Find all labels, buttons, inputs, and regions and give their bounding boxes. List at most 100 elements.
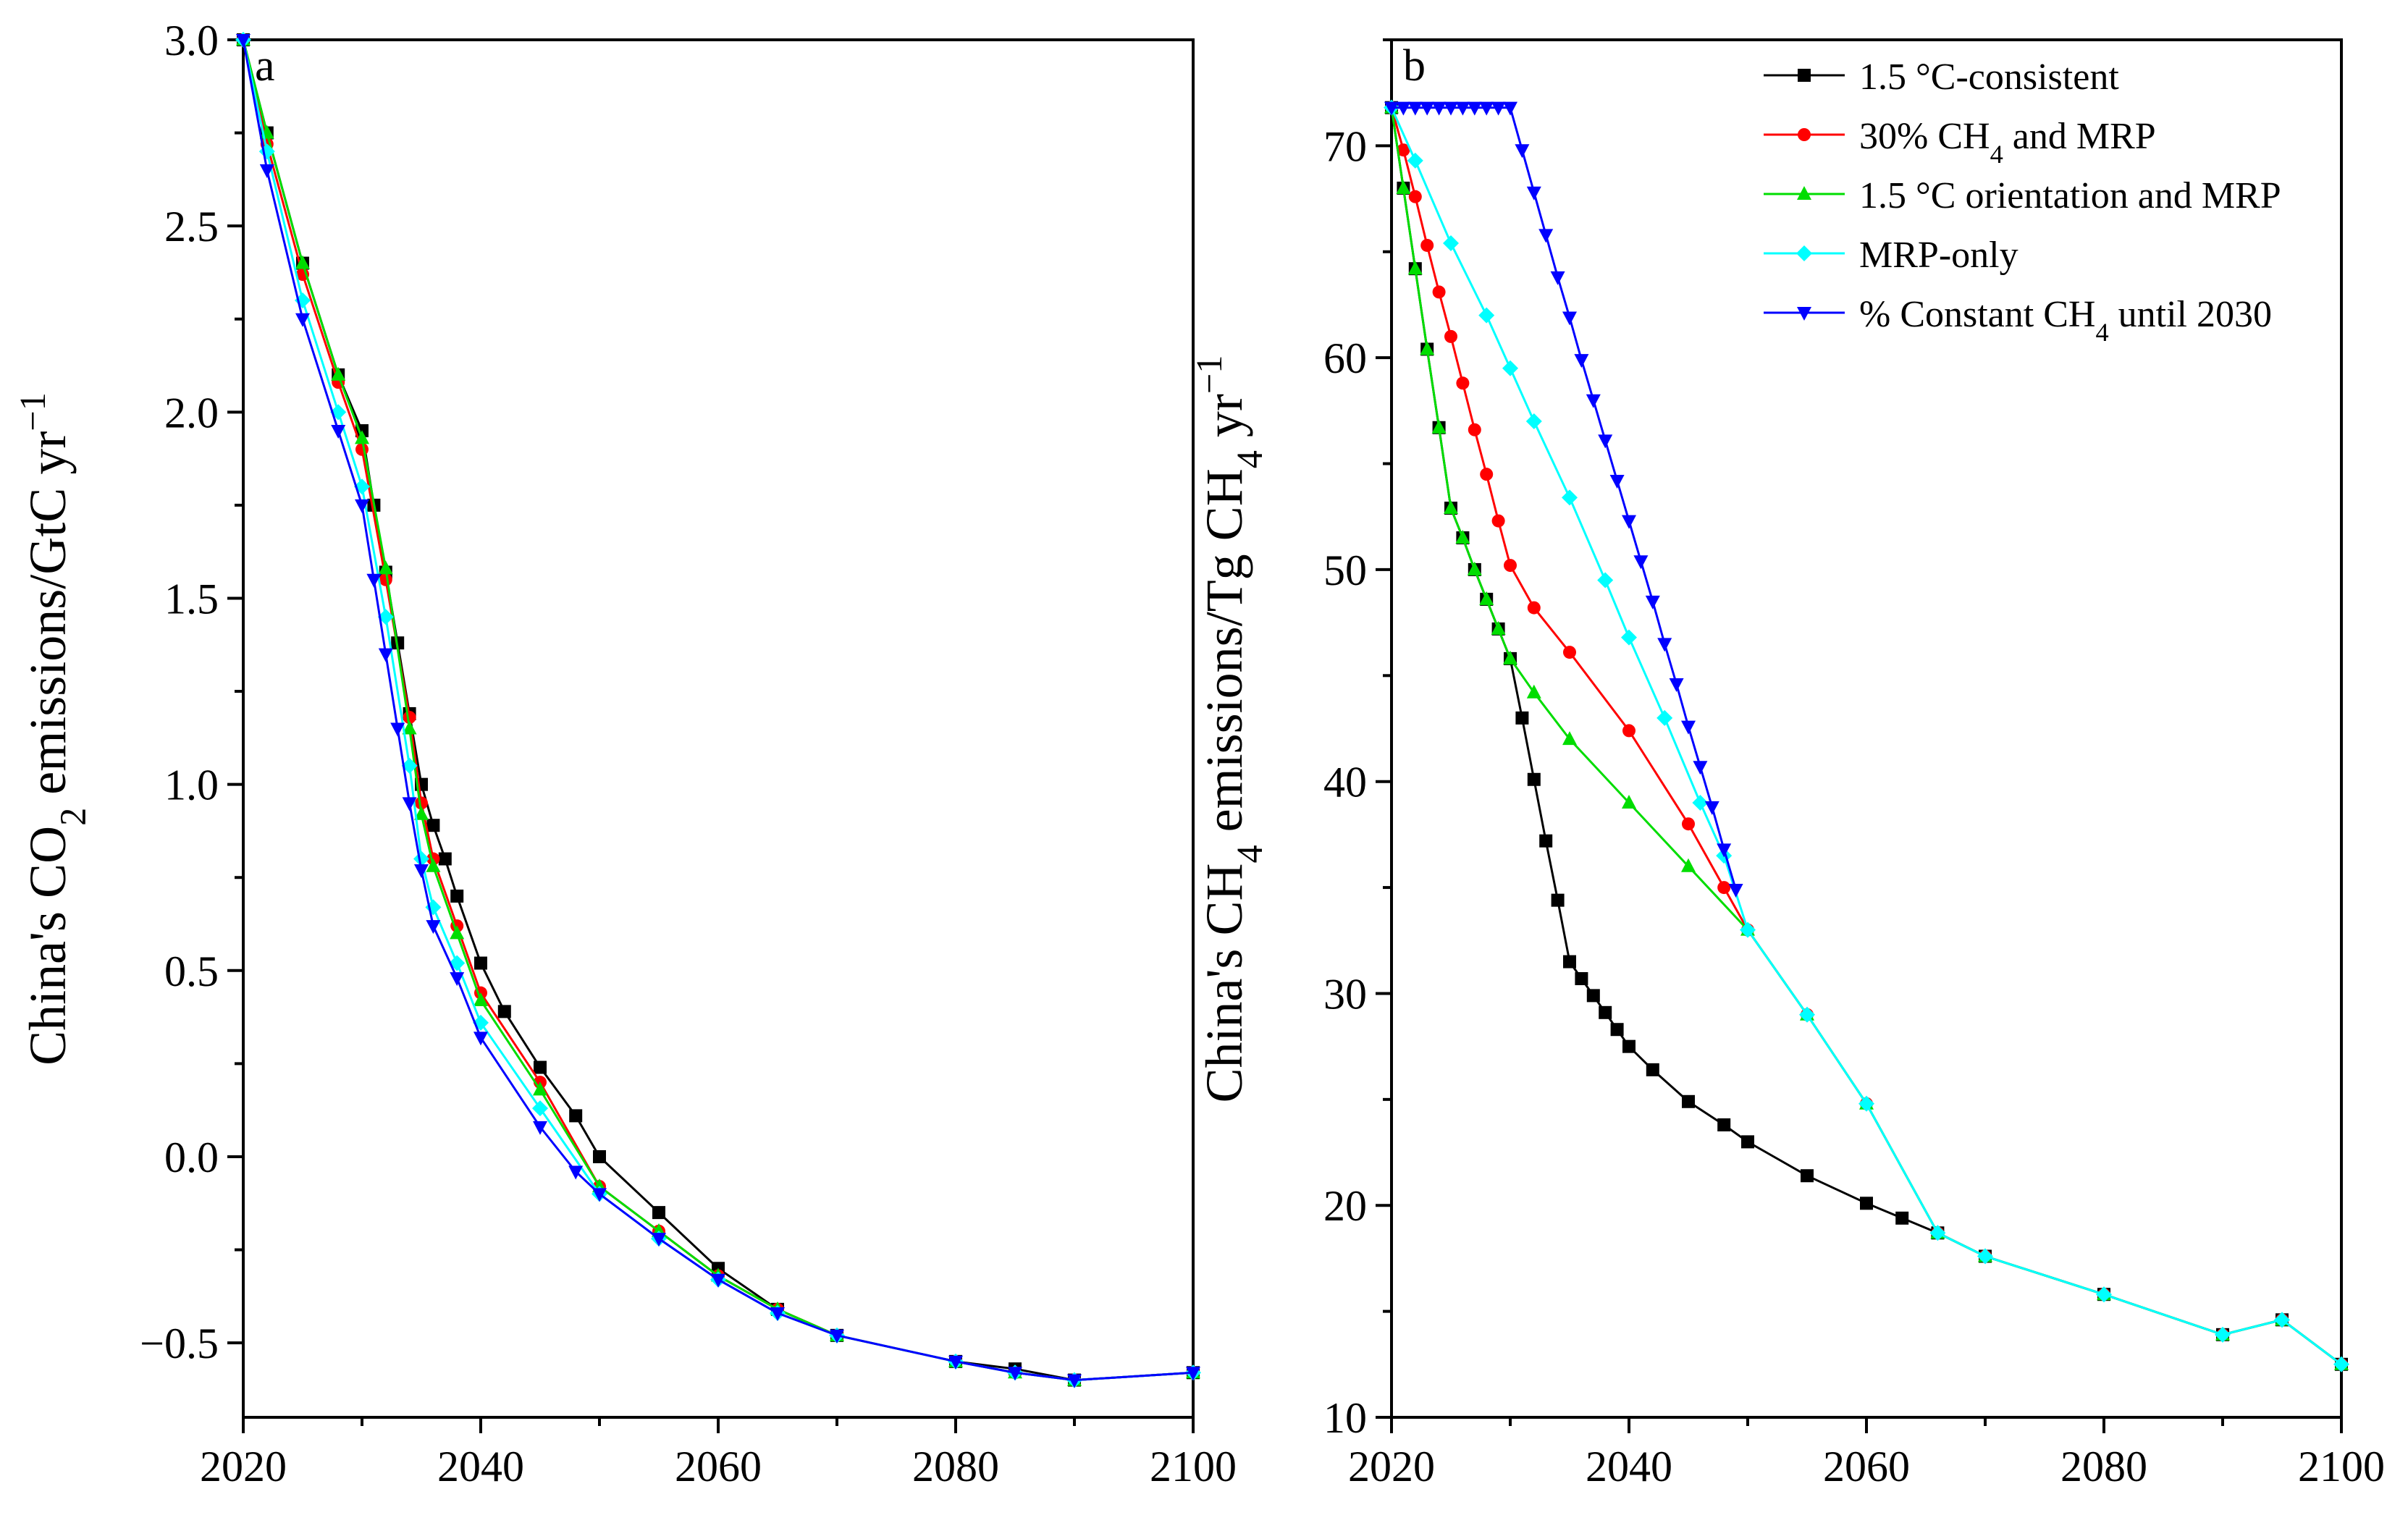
data-point xyxy=(830,1329,844,1343)
data-point xyxy=(1491,101,1506,116)
data-point xyxy=(2333,1356,2349,1372)
data-point xyxy=(331,366,346,381)
legend-entry: MRP-only xyxy=(1764,235,2018,276)
legend-marker xyxy=(1796,245,1812,261)
data-point xyxy=(355,430,369,444)
data-point xyxy=(1503,101,1517,116)
series-3 xyxy=(1384,99,2349,1372)
data-point xyxy=(1526,186,1541,201)
legend-label: MRP-only xyxy=(1859,235,2018,276)
series-4 xyxy=(236,34,1200,1388)
data-point xyxy=(426,920,441,935)
data-point xyxy=(473,1031,488,1046)
data-point xyxy=(1550,271,1565,285)
x-tick-label: 2080 xyxy=(2060,1443,2147,1490)
data-point xyxy=(1397,143,1410,157)
data-point xyxy=(450,925,465,940)
y-tick-label: 70 xyxy=(1323,122,1367,170)
data-point xyxy=(1431,419,1447,434)
data-point xyxy=(1396,180,1411,194)
data-point xyxy=(1682,1094,1695,1108)
data-point xyxy=(1598,434,1613,449)
data-point xyxy=(474,956,487,970)
data-point xyxy=(652,1233,666,1247)
y-tick-label: 2.0 xyxy=(164,389,219,436)
series-line xyxy=(242,39,1194,1382)
x-tick-label: 2100 xyxy=(1150,1443,1237,1490)
data-point xyxy=(1551,893,1565,907)
data-point xyxy=(1407,261,1423,275)
data-point xyxy=(1480,468,1494,481)
data-point xyxy=(426,858,441,872)
data-point xyxy=(1468,423,1481,436)
data-point xyxy=(295,255,310,269)
data-point xyxy=(1622,724,1635,738)
data-point xyxy=(1396,101,1411,116)
y-tick-label: 10 xyxy=(1323,1394,1367,1442)
data-point xyxy=(236,34,251,48)
x-tick-label: 2040 xyxy=(437,1443,524,1490)
data-point xyxy=(1455,530,1470,544)
data-point xyxy=(1562,311,1577,326)
data-point xyxy=(1704,801,1719,815)
data-point xyxy=(1622,794,1636,809)
data-point xyxy=(1527,772,1541,786)
data-point xyxy=(1860,1197,1873,1210)
data-point xyxy=(1610,1023,1624,1037)
data-point xyxy=(2096,1286,2112,1303)
data-point xyxy=(1622,1039,1635,1053)
y-tick-label: 2.5 xyxy=(164,203,219,250)
y-tick-label: 50 xyxy=(1323,547,1367,594)
data-point xyxy=(402,797,417,811)
data-point xyxy=(1609,474,1625,489)
data-point xyxy=(1929,1225,1946,1241)
panel-b-ch4-chart: 2020 2040 2060 2080 2100 10 20 30 40 50 60 70 China'… xyxy=(1189,38,2385,1490)
data-point xyxy=(403,711,416,725)
data-point xyxy=(1656,709,1673,726)
y-tick-label: 60 xyxy=(1323,334,1367,382)
data-point xyxy=(1478,307,1495,324)
series-4 xyxy=(1384,101,1743,898)
panel-a-co2-chart: 2020 2040 2060 2080 2100 −0.5 0.0 0.5 1.0 1.5 2.0 2… xyxy=(12,17,1237,1490)
data-point xyxy=(1444,500,1458,515)
data-point xyxy=(1741,1135,1754,1149)
legend-marker xyxy=(1797,307,1811,321)
data-point xyxy=(1717,881,1731,895)
x-tick-label: 2020 xyxy=(200,1443,287,1490)
legend-label: 1.5 °C-consistent xyxy=(1859,56,2119,98)
data-point xyxy=(473,992,488,1006)
data-point xyxy=(426,819,440,832)
data-point xyxy=(1574,354,1589,368)
data-point xyxy=(652,1206,665,1220)
data-point xyxy=(1479,101,1494,116)
data-point xyxy=(1431,101,1447,116)
data-point xyxy=(1681,858,1696,872)
data-point xyxy=(1693,761,1708,775)
data-point xyxy=(1408,190,1422,203)
data-point xyxy=(366,573,382,588)
data-point xyxy=(592,1188,607,1202)
data-point xyxy=(2215,1326,2231,1343)
data-point xyxy=(1586,394,1601,408)
data-point xyxy=(1008,1367,1022,1381)
data-point xyxy=(1538,229,1554,243)
panel-label: b xyxy=(1403,41,1426,90)
data-point xyxy=(1657,638,1672,652)
data-point xyxy=(414,864,429,878)
data-point xyxy=(1526,684,1541,699)
data-point xyxy=(568,1165,584,1180)
data-point xyxy=(415,796,428,810)
data-point xyxy=(1515,144,1530,159)
data-point xyxy=(413,851,429,867)
data-point xyxy=(379,573,392,586)
data-point xyxy=(532,1100,548,1117)
data-point xyxy=(377,609,394,625)
legend: 1.5 °C-consistent 30% CH4 and MRP 1.5 °C o… xyxy=(1764,56,2281,347)
data-point xyxy=(1491,620,1506,635)
data-point xyxy=(1563,955,1576,969)
legend-label: 1.5 °C orientation and MRP xyxy=(1859,175,2281,216)
data-point xyxy=(1503,650,1517,665)
data-point xyxy=(438,852,452,866)
data-point xyxy=(1621,629,1637,646)
legend-marker xyxy=(1798,128,1811,141)
